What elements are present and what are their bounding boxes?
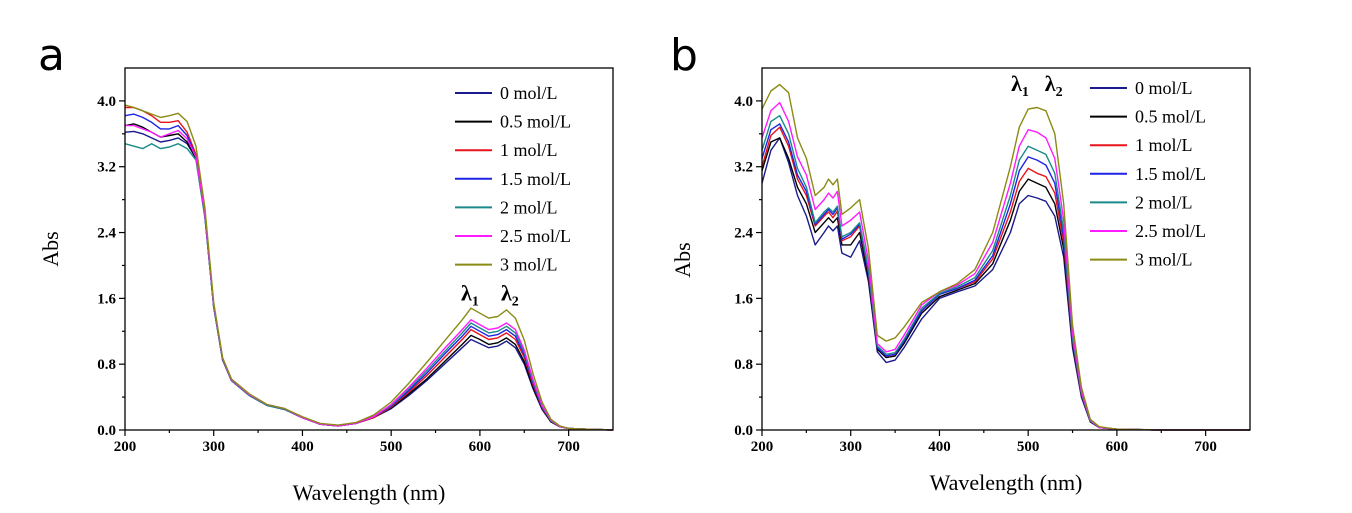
x-tick-label: 400: [291, 439, 314, 455]
x-tick-label: 700: [1194, 439, 1217, 455]
x-tick-label: 500: [1017, 439, 1040, 455]
series-line-2-5-mol-l: [125, 124, 614, 431]
legend-label: 2 mol/L: [500, 197, 558, 217]
y-tick-label: 1.6: [97, 291, 116, 307]
legend-label: 0 mol/L: [500, 83, 558, 103]
x-tick-label: 400: [928, 439, 951, 455]
panel-label-a: a: [38, 30, 65, 81]
y-tick-label: 3.2: [734, 160, 753, 176]
legend-b: 0 mol/L 0.5 mol/L 1 mol/L 1.5 mol/L 2 mol/L 2…: [1090, 78, 1206, 270]
series-line-3-mol-l: [761, 83, 1250, 431]
legend-label: 2.5 mol/L: [1135, 221, 1206, 241]
legend-label: 1 mol/L: [500, 140, 558, 160]
annotations-a: λ1 λ2: [461, 281, 519, 310]
axes-a: 200 300 400 500 600 700 0.0 0.8 1.6 2.4 3.2 4.0: [97, 94, 580, 455]
x-axis-title-b: Wavelength (nm): [930, 470, 1083, 495]
legend-a: 0 mol/L 0.5 mol/L 1 mol/L 1.5 mol/L 2 mol/L 2…: [455, 83, 571, 275]
peak-annotation-subscript: 1: [472, 295, 479, 310]
x-tick-label: 300: [202, 439, 225, 455]
series-line-2-5-mol-l: [761, 101, 1250, 431]
peak-annotation-subscript: 1: [1022, 85, 1029, 100]
legend-label: 3 mol/L: [500, 255, 558, 275]
y-axis-title-b: Abs: [670, 242, 695, 277]
y-tick-label: 2.4: [97, 226, 116, 242]
legend-label: 3 mol/L: [1135, 250, 1193, 270]
series-line-3-mol-l: [124, 104, 614, 431]
legend-label: 0.5 mol/L: [1135, 107, 1206, 127]
x-tick-label: 200: [114, 439, 137, 455]
x-axis-title-a: Wavelength (nm): [293, 480, 446, 505]
legend-label: 0.5 mol/L: [500, 112, 571, 132]
legend-label: 1.5 mol/L: [1135, 164, 1206, 184]
y-tick-label: 0.0: [734, 423, 753, 439]
x-tick-label: 300: [839, 439, 862, 455]
y-tick-label: 1.6: [734, 291, 753, 307]
peak-annotation-1: λ1: [461, 281, 479, 310]
legend-label: 0 mol/L: [1135, 78, 1193, 98]
peak-annotation-2: λ2: [1045, 71, 1063, 100]
y-tick-label: 0.8: [734, 357, 753, 373]
y-tick-label: 0.0: [97, 423, 116, 439]
x-tick-label: 500: [380, 439, 403, 455]
panel-a: a 200 300 400 500 600 700 0.0 0.8 1.6 2.4 3.2 4.0 W…: [38, 30, 614, 505]
legend-label: 1.5 mol/L: [500, 169, 571, 189]
plot-area-a: [124, 104, 614, 431]
annotations-b: λ1 λ2: [1011, 71, 1063, 100]
y-tick-label: 4.0: [734, 94, 753, 110]
panel-label-b: b: [670, 30, 698, 81]
plot-area-b: [761, 83, 1250, 431]
x-tick-label: 600: [1106, 439, 1129, 455]
y-tick-label: 4.0: [97, 94, 116, 110]
plot-frame-a: [124, 67, 614, 431]
x-tick-label: 700: [557, 439, 580, 455]
y-tick-label: 0.8: [97, 357, 116, 373]
peak-annotation-subscript: 2: [1056, 85, 1063, 100]
y-tick-label: 2.4: [734, 226, 753, 242]
peak-annotation-subscript: 2: [512, 295, 519, 310]
x-tick-label: 600: [469, 439, 492, 455]
plot-frame-b: [761, 67, 1251, 431]
peak-annotation-1: λ1: [1011, 71, 1029, 100]
y-axis-title-a: Abs: [38, 231, 63, 266]
x-tick-label: 200: [751, 439, 774, 455]
legend-label: 2.5 mol/L: [500, 226, 571, 246]
y-tick-label: 3.2: [97, 160, 116, 176]
legend-label: 2 mol/L: [1135, 192, 1193, 212]
legend-label: 1 mol/L: [1135, 135, 1193, 155]
panel-b: b 200 300 400 500 600 700 0.0 0.8 1.6 2.4 3.2 4.0 W…: [670, 30, 1251, 495]
peak-annotation-2: λ2: [501, 281, 519, 310]
axes-b: 200 300 400 500 600 700 0.0 0.8 1.6 2.4 3.2 4.0: [734, 94, 1217, 455]
